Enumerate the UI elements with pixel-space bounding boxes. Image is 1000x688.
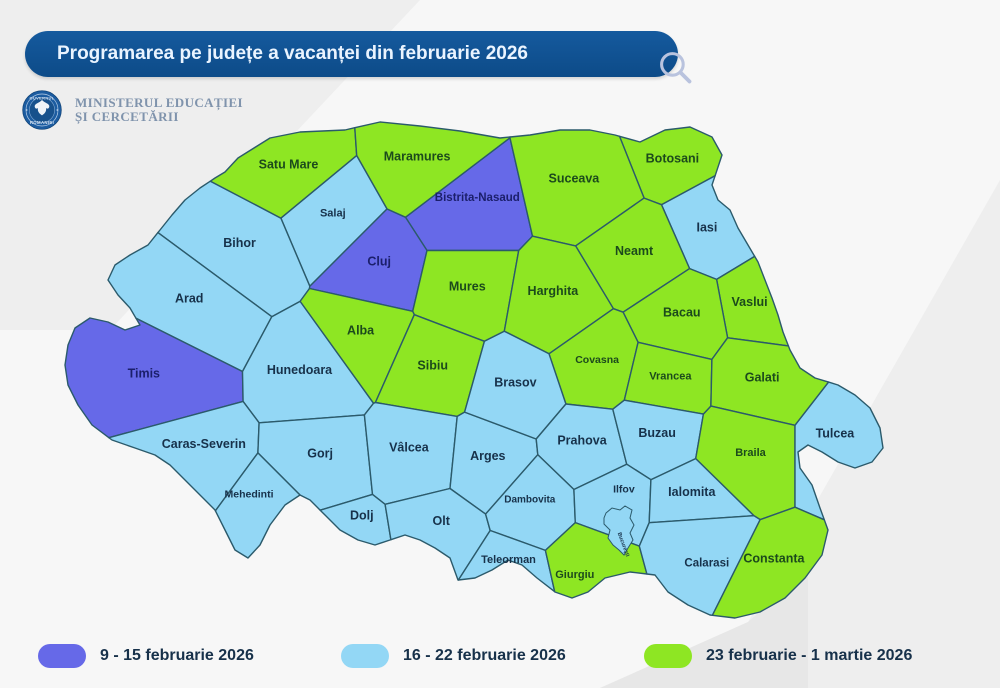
svg-text:Neamt: Neamt bbox=[615, 244, 654, 258]
svg-text:Dolj: Dolj bbox=[350, 509, 374, 523]
svg-text:Timis: Timis bbox=[128, 366, 160, 380]
svg-text:Vaslui: Vaslui bbox=[732, 295, 768, 309]
svg-text:Gorj: Gorj bbox=[307, 447, 333, 461]
svg-text:Buzau: Buzau bbox=[638, 426, 676, 440]
svg-text:Braila: Braila bbox=[735, 447, 766, 459]
svg-text:Calarasi: Calarasi bbox=[684, 558, 729, 570]
svg-text:Bistrita-Nasaud: Bistrita-Nasaud bbox=[435, 192, 520, 204]
svg-text:Iasi: Iasi bbox=[696, 221, 717, 235]
svg-text:Cluj: Cluj bbox=[367, 254, 391, 268]
svg-text:Giurgiu: Giurgiu bbox=[555, 569, 594, 581]
svg-text:Arad: Arad bbox=[175, 291, 203, 305]
svg-text:Galati: Galati bbox=[745, 371, 780, 385]
svg-text:Vrancea: Vrancea bbox=[649, 371, 692, 383]
svg-text:Satu Mare: Satu Mare bbox=[259, 157, 319, 171]
svg-text:Ialomita: Ialomita bbox=[668, 485, 716, 499]
svg-text:Teleorman: Teleorman bbox=[481, 554, 536, 566]
svg-text:Brasov: Brasov bbox=[494, 376, 536, 390]
svg-text:Dambovita: Dambovita bbox=[504, 494, 556, 505]
svg-text:Suceava: Suceava bbox=[549, 172, 601, 186]
svg-text:Tulcea: Tulcea bbox=[816, 427, 856, 441]
svg-text:Arges: Arges bbox=[470, 449, 505, 463]
svg-text:Mures: Mures bbox=[449, 280, 486, 294]
svg-text:Bacau: Bacau bbox=[663, 306, 701, 320]
svg-text:Botosani: Botosani bbox=[646, 151, 699, 165]
svg-text:Covasna: Covasna bbox=[575, 354, 619, 366]
svg-text:Salaj: Salaj bbox=[320, 208, 346, 220]
svg-text:Mehedinti: Mehedinti bbox=[225, 488, 274, 500]
svg-text:Constanta: Constanta bbox=[743, 552, 805, 566]
svg-text:Sibiu: Sibiu bbox=[417, 359, 448, 373]
svg-text:Vâlcea: Vâlcea bbox=[389, 441, 430, 455]
svg-text:Maramures: Maramures bbox=[384, 150, 451, 164]
svg-text:Harghita: Harghita bbox=[528, 284, 580, 298]
svg-text:Ilfov: Ilfov bbox=[613, 484, 635, 496]
svg-text:Caras-Severin: Caras-Severin bbox=[162, 437, 246, 451]
svg-text:Olt: Olt bbox=[433, 514, 451, 528]
svg-text:Hunedoara: Hunedoara bbox=[267, 363, 333, 377]
svg-text:Bihor: Bihor bbox=[223, 236, 256, 250]
svg-text:Prahova: Prahova bbox=[557, 433, 607, 447]
svg-text:Alba: Alba bbox=[347, 324, 375, 338]
